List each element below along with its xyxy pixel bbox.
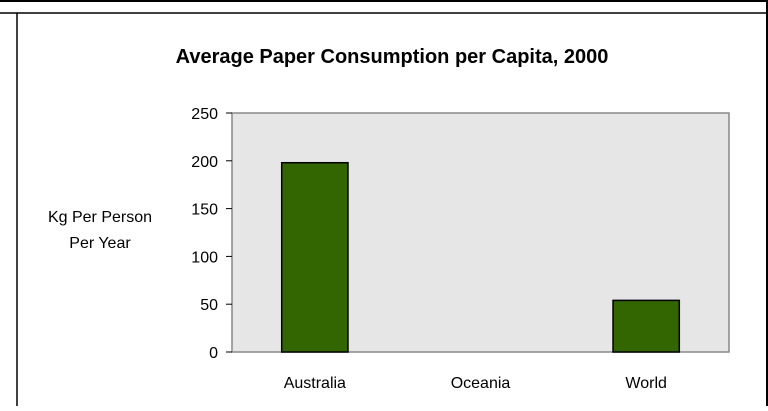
x-tick-label: Oceania (451, 375, 511, 392)
y-tick-label: 100 (191, 249, 218, 266)
bar-australia (280, 161, 349, 353)
y-tick-label: 50 (200, 297, 218, 314)
y-tick-label: 250 (191, 106, 218, 123)
x-tick-label: World (625, 375, 667, 392)
chart-title: Average Paper Consumption per Capita, 20… (176, 46, 609, 68)
bar-world (612, 299, 681, 353)
bars-group (280, 161, 681, 353)
x-axis-labels: Australia Oceania World (284, 375, 667, 392)
y-axis-label-line-1: Kg Per Person (48, 209, 152, 226)
y-tick-label: 0 (209, 345, 218, 362)
y-axis-ticks: 0 50 100 150 200 250 (191, 106, 232, 362)
y-axis-label-line-2: Per Year (69, 235, 131, 252)
y-tick-label: 150 (191, 202, 218, 219)
y-tick-label: 200 (191, 154, 218, 171)
x-tick-label: Australia (284, 375, 346, 392)
